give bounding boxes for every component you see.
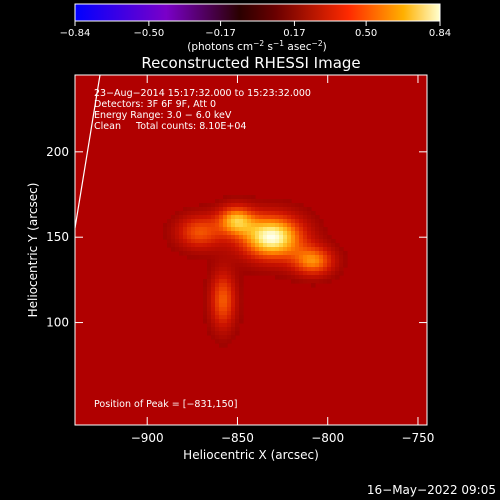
annotation-line-4: Clean Total counts: 8.10E+04	[94, 121, 246, 132]
chart-title: Reconstructed RHESSI Image	[141, 54, 360, 72]
colorbar-tick-label: −0.17	[205, 28, 236, 39]
x-axis-label: Heliocentric X (arcsec)	[183, 448, 319, 462]
x-tick-label: −800	[311, 431, 344, 445]
peak-position-label: Position of Peak = [−831,150]	[94, 399, 237, 410]
plot-frame	[74, 74, 428, 426]
colorbar-tick-label: 0.84	[429, 28, 451, 39]
footer-timestamp: 16−May−2022 09:05	[367, 483, 496, 497]
y-tick-label: 150	[46, 230, 69, 244]
y-axis-ticks: 100 150 200	[46, 145, 427, 330]
x-tick-label: −850	[221, 431, 254, 445]
colorbar	[74, 3, 441, 22]
annotation-line-3: Energy Range: 3.0 − 6.0 keV	[94, 110, 232, 121]
annotation-line-2: Detectors: 3F 6F 9F, Att 0	[94, 99, 216, 110]
colorbar-tick-label: −0.84	[60, 28, 91, 39]
heatmap-layer	[163, 195, 348, 348]
x-axis-ticks: −900 −850 −800 −750	[131, 75, 434, 445]
colorbar-unit-label: (photons cm−2 s−1 asec−2)	[187, 39, 326, 53]
colorbar-ticks: −0.84 −0.50 −0.17 0.17 0.50 0.84	[60, 21, 451, 39]
x-tick-label: −750	[401, 431, 434, 445]
annotation-line-1: 23−Aug−2014 15:17:32.000 to 15:23:32.000	[94, 88, 311, 99]
colorbar-tick-label: −0.50	[134, 28, 165, 39]
colorbar-tick-label: 0.17	[283, 28, 305, 39]
y-tick-label: 200	[46, 145, 69, 159]
colorbar-tick-label: 0.50	[355, 28, 377, 39]
y-axis-label: Heliocentric Y (arcsec)	[26, 183, 40, 318]
solar-limb	[74, 74, 101, 229]
y-tick-label: 100	[46, 316, 69, 330]
x-tick-label: −900	[131, 431, 164, 445]
